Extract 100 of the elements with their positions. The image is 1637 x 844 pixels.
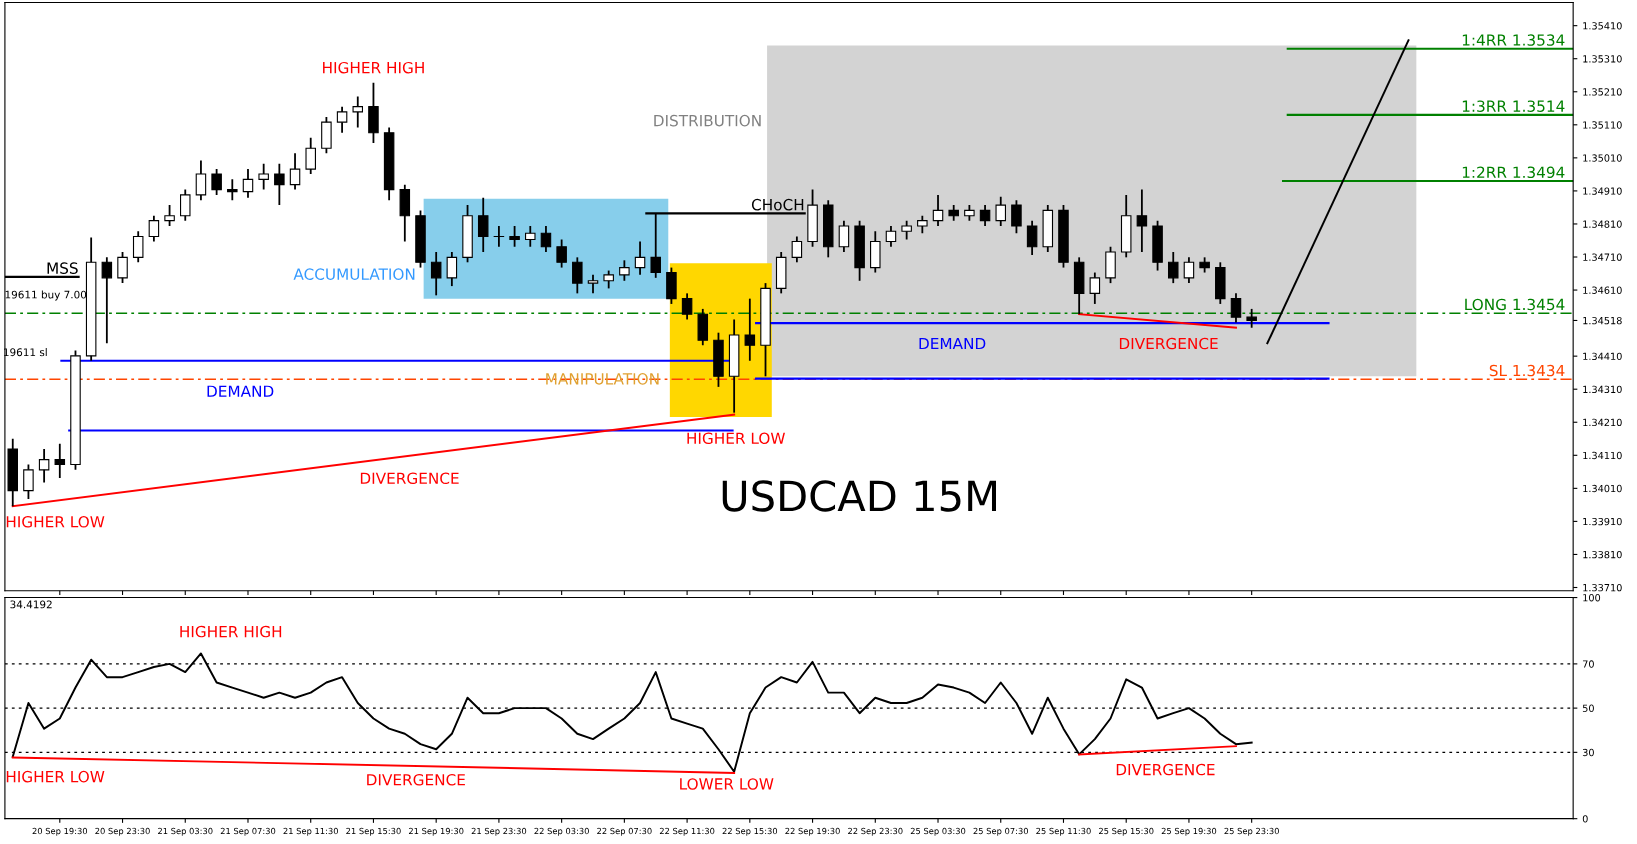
candlestick: [1230, 292, 1242, 324]
y-tick-label: 1.34518: [1583, 316, 1622, 325]
candlestick: [446, 251, 458, 287]
annotation: DIVERGENCE: [1119, 337, 1218, 350]
x-tick-label: 25 Sep 19:30: [1161, 827, 1217, 836]
y-tick-label: 1.34110: [1583, 451, 1622, 460]
y-tick-label: 1.33710: [1583, 583, 1622, 592]
y-tick-label: 1.34210: [1583, 418, 1622, 427]
x-tick-label: 20 Sep 23:30: [95, 827, 150, 836]
x-tick-label: 25 Sep 07:30: [973, 827, 1028, 836]
candlestick: [352, 95, 364, 129]
candlestick: [117, 251, 128, 285]
candlestick: [572, 256, 583, 295]
candlestick: [540, 225, 552, 253]
annotation: DIVERGENCE: [367, 773, 465, 786]
x-tick-label: 25 Sep 15:30: [1099, 827, 1154, 836]
candlestick: [164, 204, 175, 227]
candlestick: [509, 225, 520, 248]
y-tick-label: 70: [1582, 660, 1594, 668]
y-tick-label: 30: [1582, 748, 1594, 757]
candlestick: [885, 225, 897, 248]
x-tick-label: 25 Sep 03:30: [910, 827, 966, 836]
ref-line-label: 1:3RR 1.3514: [1462, 100, 1565, 112]
candlestick: [195, 159, 207, 202]
candlestick: [132, 230, 144, 264]
y-tick-label: 50: [1582, 704, 1594, 712]
y-tick-label: 1.34710: [1583, 253, 1622, 261]
x-tick-label: 22 Sep 07:30: [597, 827, 652, 836]
candlestick: [211, 168, 222, 196]
y-tick-label: 1.34910: [1583, 187, 1622, 195]
candlestick: [227, 178, 238, 202]
x-tick-label: 21 Sep 07:30: [220, 827, 276, 836]
annotation: DIVERGENCE: [360, 472, 459, 485]
ref-line-label: MSS: [47, 262, 78, 274]
candlestick: [901, 219, 912, 241]
candlestick: [1011, 199, 1022, 235]
candlestick: [274, 162, 285, 207]
candlestick: [681, 292, 693, 321]
candlestick: [336, 105, 348, 134]
band-label: ACCUMULATION: [293, 268, 415, 280]
band-label: DISTRIBUTION: [654, 114, 761, 127]
candlestick: [179, 188, 191, 222]
x-tick-label: 22 Sep 15:30: [722, 827, 778, 836]
x-tick-label: 22 Sep 19:30: [785, 827, 840, 836]
x-tick-label: 20 Sep 19:30: [32, 827, 88, 836]
y-tick-label: 1.35310: [1583, 55, 1622, 63]
x-tick-label: 22 Sep 03:30: [534, 827, 589, 836]
annotation: DIVERGENCE: [1116, 763, 1215, 776]
x-tick-label: 25 Sep 23:30: [1224, 827, 1279, 836]
candlestick: [289, 152, 301, 191]
candlestick: [258, 162, 269, 191]
y-tick-label: 0: [1582, 815, 1588, 823]
y-tick-label: 1.33910: [1583, 517, 1622, 526]
y-tick-label: 1.35010: [1583, 154, 1622, 162]
ref-line-label: CHoCH: [751, 198, 804, 211]
y-tick-label: 1.34310: [1583, 385, 1622, 394]
ref-line-label: LONG 1.3454: [1465, 298, 1565, 311]
candlestick: [477, 196, 489, 253]
ref-line-label: 1:4RR 1.3534: [1462, 34, 1565, 46]
candlestick: [101, 256, 113, 345]
x-tick-label: 21 Sep 15:30: [346, 827, 401, 836]
y-tick-label: 1.35110: [1583, 121, 1622, 129]
candlestick: [838, 219, 850, 253]
ref-line-label: 1:2RR 1.3494: [1462, 166, 1565, 179]
annotation: HIGHER LOW: [6, 516, 105, 528]
candlestick: [619, 259, 630, 282]
candlestick: [305, 136, 316, 175]
y-tick-label: 1.34610: [1583, 286, 1622, 294]
candlestick: [979, 204, 991, 227]
candlestick: [744, 297, 756, 362]
candlestick: [932, 193, 944, 227]
text: USDCAD 15M: [722, 480, 996, 512]
candlestick: [1136, 188, 1148, 253]
y-tick-label: 1.33810: [1583, 550, 1622, 559]
candlestick: [525, 225, 536, 248]
candlestick: [556, 238, 567, 269]
candlestick: [587, 273, 599, 295]
x-tick-label: 21 Sep 23:30: [471, 827, 527, 836]
candlestick: [1167, 251, 1179, 285]
annotation: DEMAND: [919, 337, 986, 350]
x-tick-label: 22 Sep 11:30: [659, 827, 715, 836]
candlestick: [791, 235, 803, 264]
candlestick: [493, 225, 505, 248]
annotation: DEMAND: [207, 385, 274, 397]
candlestick: [430, 251, 442, 297]
annotation: HIGHER LOW: [687, 432, 785, 445]
y-tick-label: 1.34410: [1583, 352, 1622, 360]
x-tick-label: 22 Sep 23:30: [848, 827, 903, 836]
annotation: 19611 buy 7.00: [5, 290, 87, 301]
annotation: LOWER LOW: [680, 778, 774, 790]
candlestick: [148, 214, 160, 243]
x-tick-label: 21 Sep 11:30: [283, 827, 338, 836]
candlestick: [242, 168, 254, 199]
candlestick: [23, 463, 34, 500]
x-tick-label: 21 Sep 19:30: [408, 827, 464, 836]
candlestick: [54, 442, 66, 480]
candlestick: [1089, 271, 1101, 305]
annotation: HIGHER LOW: [6, 770, 105, 783]
x-tick-label: 21 Sep 03:30: [158, 827, 213, 836]
candlestick: [1246, 307, 1257, 329]
